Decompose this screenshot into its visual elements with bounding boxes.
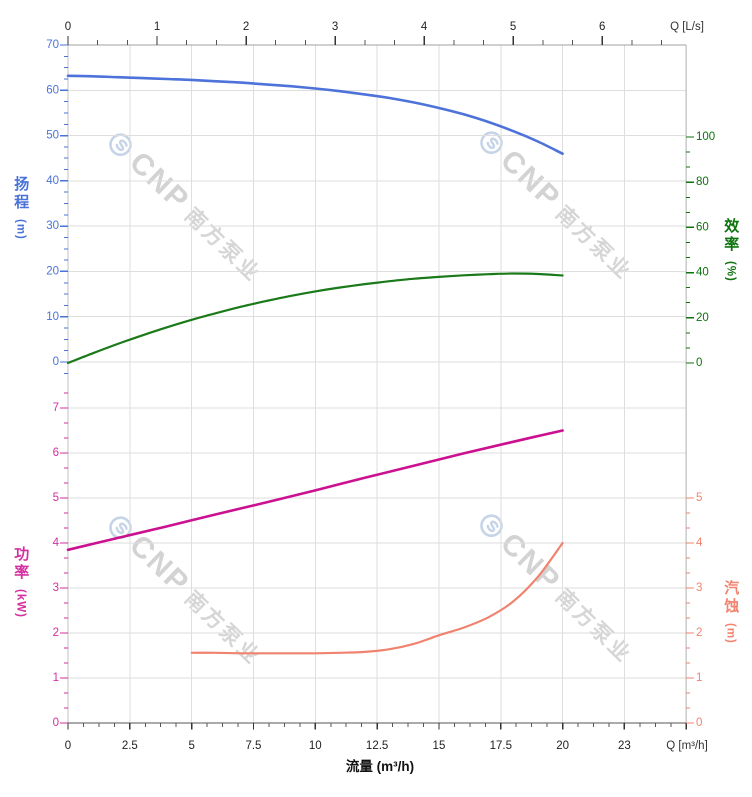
- top-axis-tick-label: 3: [332, 21, 338, 33]
- bottom-axis-tick-label: 23: [618, 740, 631, 752]
- head-axis-tick-label: 0: [53, 356, 59, 368]
- top-axis-tick-label: 5: [510, 21, 516, 33]
- npsh-axis-tick-label: 3: [696, 582, 702, 594]
- npsh-axis-name: 汽蚀: [722, 580, 740, 616]
- power-axis-tick-label: 7: [53, 402, 59, 414]
- power-axis-tick-label: 0: [53, 717, 59, 729]
- power-axis-tick-label: 4: [53, 537, 60, 549]
- flow-axis-caption: 流量 (m³/h): [345, 759, 415, 774]
- top-axis-tick-label: 1: [154, 21, 160, 33]
- npsh-axis-unit: (m): [724, 623, 737, 644]
- power-axis-tick-label: 6: [53, 447, 59, 459]
- top-axis-unit-label: Q [L/s]: [670, 21, 704, 33]
- efficiency-axis-name: 效率: [722, 218, 740, 254]
- power-axis-tick-label: 5: [53, 492, 59, 504]
- bottom-axis-tick-label: 15: [433, 740, 446, 752]
- head-axis-title: 扬程 (m): [6, 176, 34, 240]
- head-curve: [66, 74, 564, 155]
- bottom-axis-tick-label: 12.5: [366, 740, 388, 752]
- efficiency-curve: [66, 272, 564, 365]
- head-axis-tick-label: 30: [46, 220, 59, 232]
- head-axis-tick-label: 60: [46, 84, 59, 96]
- head-axis-tick-label: 10: [46, 311, 59, 323]
- power-axis-title: 功率 (kW): [6, 546, 34, 618]
- head-axis-name: 扬程: [12, 176, 30, 212]
- bottom-axis-tick-label: 2.5: [122, 740, 138, 752]
- head-axis-tick-label: 70: [46, 39, 59, 51]
- npsh-axis-tick-label: 2: [696, 627, 702, 639]
- efficiency-axis-tick-label: 60: [696, 221, 709, 233]
- efficiency-axis-tick-label: 100: [696, 131, 715, 143]
- head-axis-tick-label: 50: [46, 130, 59, 142]
- efficiency-axis-title: 效率 (%): [716, 218, 744, 282]
- efficiency-axis-tick-label: 20: [696, 312, 709, 324]
- bottom-axis-tick-label: 0: [65, 740, 71, 752]
- power-axis-tick-label: 1: [53, 672, 59, 684]
- bottom-axis-unit-label: Q [m³/h]: [666, 740, 708, 752]
- efficiency-axis-tick-label: 40: [696, 267, 709, 279]
- efficiency-axis-unit: (%): [724, 261, 737, 282]
- top-axis-tick-label: 4: [421, 21, 428, 33]
- bottom-axis-tick-label: 17.5: [490, 740, 512, 752]
- power-axis-unit: (kW): [14, 589, 27, 618]
- head-axis-tick-label: 40: [46, 175, 59, 187]
- bottom-axis-tick-label: 10: [309, 740, 322, 752]
- npsh-axis-tick-label: 1: [696, 672, 702, 684]
- power-axis-tick-label: 2: [53, 627, 59, 639]
- head-axis-tick-label: 20: [46, 265, 59, 277]
- bottom-axis-tick-label: 7.5: [245, 740, 261, 752]
- power-curve: [66, 429, 564, 552]
- npsh-curve: [190, 541, 564, 655]
- top-axis-tick-label: 6: [599, 21, 605, 33]
- top-axis-tick-label: 0: [65, 21, 71, 33]
- npsh-axis-tick-label: 5: [696, 492, 702, 504]
- efficiency-axis-tick-label: 0: [696, 357, 702, 369]
- head-axis-unit: (m): [14, 219, 27, 240]
- power-axis-tick-label: 3: [53, 582, 59, 594]
- npsh-axis-tick-label: 0: [696, 717, 702, 729]
- npsh-axis-title: 汽蚀 (m): [716, 580, 744, 644]
- bottom-axis-tick-label: 5: [188, 740, 194, 752]
- top-axis-tick-label: 2: [243, 21, 249, 33]
- efficiency-axis-tick-label: 80: [696, 176, 709, 188]
- power-axis-name: 功率: [12, 546, 30, 582]
- bottom-axis-tick-label: 20: [556, 740, 569, 752]
- npsh-axis-tick-label: 4: [696, 537, 703, 549]
